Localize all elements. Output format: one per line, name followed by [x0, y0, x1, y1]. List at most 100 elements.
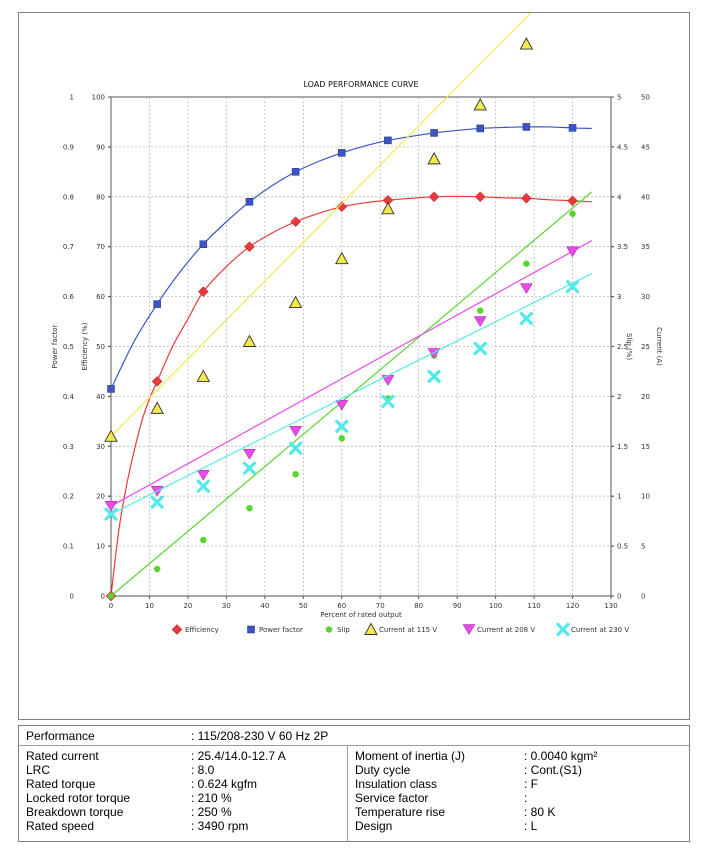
legend-item-power-factor: Power factor: [247, 625, 303, 634]
x-tick-label: 110: [527, 602, 540, 610]
slip-tick-label: 0.5: [617, 543, 628, 551]
legend-current-at-230-v-marker-stroke: [556, 622, 570, 637]
power-factor-point: [338, 149, 346, 157]
power_factor-axis-label: Power factor: [51, 324, 59, 368]
slip-tick-label: 3.5: [617, 243, 628, 251]
efficiency-tick-label: 40: [96, 393, 105, 401]
current-at-208-v-point: [473, 316, 487, 328]
spec-label: Insulation class: [355, 777, 438, 791]
chart-frame: LOAD PERFORMANCE CURVE 0 10 20 30 40 50 60 70 80 9…: [18, 12, 690, 720]
efficiency-point: [336, 201, 348, 213]
current-at-230-v-point: [381, 394, 395, 408]
slip-point: [246, 504, 253, 512]
current-at-208-v-point: [381, 375, 395, 386]
spec-label: LRC: [26, 763, 51, 777]
performance-value: : 115/208-230 V 60 Hz 2P: [191, 729, 329, 743]
slip-tick-label: 1.5: [617, 443, 628, 451]
current-tick-label: 30: [641, 293, 650, 301]
efficiency-tick-label: 10: [96, 543, 105, 551]
current-at-230-v-point-stroke: [289, 441, 303, 455]
legend-slip-marker: [325, 626, 333, 633]
current-tick-label: 50: [641, 94, 650, 102]
efficiency-tick-label: 20: [96, 493, 105, 501]
current-at-230-v-point-stroke: [473, 341, 487, 356]
current-at-115-v-point: [519, 37, 534, 50]
spec-row: Rated current : 25.4/14.0-12.7 A Moment …: [19, 749, 689, 763]
power_factor-tick-label: 0.4: [63, 393, 75, 401]
power-factor-point: [430, 129, 438, 137]
current-at-115-v-point: [381, 201, 395, 215]
efficiency-tick-label: 50: [96, 343, 105, 351]
slip-tick-label: 2: [617, 393, 621, 401]
current-tick-label: 5: [641, 543, 645, 551]
x-tick-label: 60: [337, 602, 346, 610]
spec-value: : 0.0040 kgm²: [524, 749, 598, 763]
current-at-208-v-point: [566, 246, 579, 258]
spec-table: Performance : 115/208-230 V 60 Hz 2P Rat…: [18, 725, 690, 842]
spec-value: : 25.4/14.0-12.7 A: [191, 749, 286, 763]
spec-value: : 0.624 kgfm: [191, 777, 258, 791]
legend-item-current-at-208-v: Current at 208 V: [462, 624, 535, 635]
spec-divider: [347, 746, 348, 842]
legend-current-at-208-v-label: Current at 208 V: [477, 626, 535, 634]
legend-current-at-115-v-label: Current at 115 V: [379, 626, 437, 634]
efficiency-point: [244, 241, 255, 253]
current-at-230-v-point: [150, 495, 164, 509]
current-at-208-v-point: [335, 400, 349, 411]
x-tick-label: 0: [109, 602, 113, 610]
spec-label: Moment of inertia (J): [355, 749, 466, 763]
power-factor-point: [245, 198, 254, 206]
spec-label: Temperature rise: [355, 805, 446, 819]
current-at-208-v-point: [196, 469, 210, 481]
slip-point: [338, 435, 345, 442]
slip-point: [292, 471, 299, 478]
efficiency-axis-label: Efficiency (%): [81, 322, 89, 370]
power_factor-tick-label: 0.6: [63, 293, 75, 301]
current-at-230-v-point: [427, 369, 441, 384]
current-at-115-v-point: [196, 369, 211, 382]
spec-value: :: [524, 791, 528, 805]
efficiency-point: [290, 216, 301, 228]
efficiency-tick-label: 30: [96, 443, 105, 451]
power-factor-point: [568, 124, 577, 132]
efficiency-tick-label: 70: [96, 243, 105, 251]
current-at-230-v-point-stroke: [565, 280, 580, 294]
spec-label: Breakdown torque: [26, 805, 124, 819]
current-at-115-v-point: [242, 334, 257, 347]
current-at-230-v-point-stroke: [335, 419, 349, 433]
spec-value: : F: [524, 777, 538, 791]
legend-current-at-230-v-label: Current at 230 V: [571, 626, 629, 634]
efficiency-point: [197, 286, 209, 297]
slip-tick-label: 4: [617, 193, 622, 201]
x-tick-label: 120: [566, 602, 579, 610]
power-factor-line: [110, 126, 592, 390]
current-at-230-v-point: [242, 461, 257, 475]
legend-slip-label: Slip: [337, 626, 350, 634]
current-at-230-v-point-stroke: [196, 479, 210, 493]
x-tick-label: 30: [222, 602, 231, 610]
current-at-230-v-point-stroke: [242, 461, 257, 475]
power-factor-point: [522, 123, 531, 131]
slip-axis-label: Slip (%): [625, 333, 633, 360]
current-tick-label: 45: [641, 143, 650, 151]
chart-title: LOAD PERFORMANCE CURVE: [303, 80, 418, 89]
efficiency-point: [428, 191, 440, 203]
power-factor-point: [199, 240, 208, 248]
slip-point: [107, 592, 115, 600]
power_factor-tick-label: 0.8: [63, 193, 74, 201]
legend-item-efficiency: Efficiency: [171, 624, 219, 635]
current-tick-label: 40: [641, 193, 650, 201]
current-at-208-v-point: [289, 426, 303, 437]
power_factor-tick-label: 0.9: [63, 143, 74, 151]
power-factor-point: [153, 300, 161, 308]
spec-label: Duty cycle: [355, 763, 411, 777]
performance-row: Performance : 115/208-230 V 60 Hz 2P: [19, 726, 689, 746]
spec-value: : L: [524, 819, 538, 833]
power-factor-point: [476, 124, 484, 133]
slip-point: [200, 536, 207, 544]
efficiency-point: [151, 376, 163, 387]
current-at-230-v-point-stroke: [427, 369, 441, 384]
current-at-230-v-point-stroke: [519, 311, 533, 326]
current-at-115-v-point: [288, 295, 303, 309]
